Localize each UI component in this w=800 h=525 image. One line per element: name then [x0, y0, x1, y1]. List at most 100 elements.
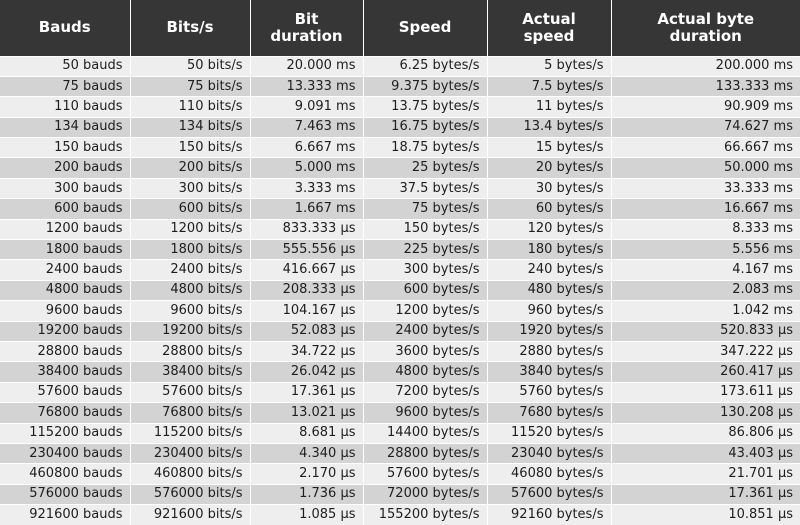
cell-bauds: 115200 bauds — [0, 422, 131, 444]
table-row: 150 bauds 150 bits/s 6.667 ms 18.75 bytes/s… — [0, 137, 800, 158]
cell-actual-speed: 11520 bytes/s — [487, 422, 612, 444]
cell-bits-per-second: 300 bits/s — [130, 177, 251, 199]
cell-actual-byte-duration: 86.806 µs — [611, 422, 800, 444]
cell-bauds: 230400 bauds — [0, 442, 131, 464]
cell-speed: 57600 bytes/s — [363, 463, 488, 485]
cell-bauds: 2400 bauds — [0, 259, 131, 281]
table-body: 50 bauds 50 bits/s 20.000 ms 6.25 bytes/s 5 … — [0, 55, 800, 525]
cell-actual-byte-duration: 1.042 ms — [611, 300, 800, 322]
cell-bit-duration: 13.333 ms — [250, 75, 364, 97]
cell-bits-per-second: 50 bits/s — [130, 55, 251, 77]
cell-bits-per-second: 921600 bits/s — [130, 504, 251, 525]
cell-speed: 75 bytes/s — [363, 198, 488, 220]
cell-actual-speed: 180 bytes/s — [487, 239, 612, 260]
cell-bits-per-second: 115200 bits/s — [130, 422, 251, 444]
cell-bit-duration: 2.170 µs — [250, 463, 364, 485]
cell-actual-byte-duration: 33.333 ms — [611, 177, 800, 199]
cell-speed: 225 bytes/s — [363, 239, 488, 260]
table-row: 1800 bauds 1800 bits/s 555.556 µs 225 bytes… — [0, 239, 800, 260]
cell-bauds: 200 bauds — [0, 157, 131, 179]
cell-bit-duration: 9.091 ms — [250, 96, 364, 118]
header-row: Bauds Bits/s Bit duration Speed Actual s… — [0, 0, 800, 56]
table-header: Bauds Bits/s Bit duration Speed Actual s… — [0, 0, 800, 56]
cell-bit-duration: 555.556 µs — [250, 239, 364, 260]
table-row: 57600 bauds 57600 bits/s 17.361 µs 7200 byt… — [0, 381, 800, 403]
header-speed: Speed — [363, 0, 488, 56]
cell-bauds: 600 bauds — [0, 198, 131, 220]
cell-speed: 16.75 bytes/s — [363, 116, 488, 138]
header-bits-per-second: Bits/s — [130, 0, 251, 56]
cell-speed: 6.25 bytes/s — [363, 55, 488, 77]
cell-speed: 2400 bytes/s — [363, 320, 488, 342]
cell-actual-byte-duration: 347.222 µs — [611, 340, 800, 362]
cell-actual-speed: 60 bytes/s — [487, 198, 612, 220]
cell-bauds: 576000 bauds — [0, 483, 131, 505]
cell-actual-byte-duration: 17.361 µs — [611, 483, 800, 505]
cell-bit-duration: 52.083 µs — [250, 320, 364, 342]
table-row: 460800 bauds 460800 bits/s 2.170 µs 57600 b… — [0, 463, 800, 485]
table-row: 110 bauds 110 bits/s 9.091 ms 13.75 bytes/s… — [0, 96, 800, 118]
cell-bit-duration: 7.463 ms — [250, 116, 364, 138]
cell-actual-byte-duration: 21.701 µs — [611, 463, 800, 485]
cell-actual-speed: 3840 bytes/s — [487, 361, 612, 383]
cell-speed: 14400 bytes/s — [363, 422, 488, 444]
table-row: 200 bauds 200 bits/s 5.000 ms 25 bytes/s 20 … — [0, 157, 800, 179]
cell-bit-duration: 13.021 µs — [250, 402, 364, 424]
cell-bit-duration: 34.722 µs — [250, 340, 364, 362]
cell-bits-per-second: 75 bits/s — [130, 75, 251, 97]
cell-bits-per-second: 19200 bits/s — [130, 320, 251, 342]
cell-bit-duration: 26.042 µs — [250, 361, 364, 383]
cell-actual-speed: 480 bytes/s — [487, 279, 612, 301]
cell-bit-duration: 5.000 ms — [250, 157, 364, 179]
cell-bauds: 150 bauds — [0, 137, 131, 158]
cell-actual-speed: 23040 bytes/s — [487, 442, 612, 464]
table-row: 134 bauds 134 bits/s 7.463 ms 16.75 bytes/s… — [0, 116, 800, 138]
cell-bit-duration: 104.167 µs — [250, 300, 364, 322]
cell-actual-speed: 240 bytes/s — [487, 259, 612, 281]
cell-bit-duration: 3.333 ms — [250, 177, 364, 199]
cell-actual-speed: 7680 bytes/s — [487, 402, 612, 424]
cell-speed: 7200 bytes/s — [363, 381, 488, 403]
cell-bauds: 9600 bauds — [0, 300, 131, 322]
table-row: 75 bauds 75 bits/s 13.333 ms 9.375 bytes/s 7… — [0, 75, 800, 97]
cell-bits-per-second: 76800 bits/s — [130, 402, 251, 424]
cell-bit-duration: 8.681 µs — [250, 422, 364, 444]
cell-bauds: 57600 bauds — [0, 381, 131, 403]
table-row: 921600 bauds 921600 bits/s 1.085 µs 155200 … — [0, 504, 800, 525]
cell-bit-duration: 20.000 ms — [250, 55, 364, 77]
cell-bauds: 75 bauds — [0, 75, 131, 97]
cell-actual-byte-duration: 66.667 ms — [611, 137, 800, 158]
cell-actual-byte-duration: 90.909 ms — [611, 96, 800, 118]
cell-actual-speed: 13.4 bytes/s — [487, 116, 612, 138]
cell-speed: 18.75 bytes/s — [363, 137, 488, 158]
cell-actual-byte-duration: 16.667 ms — [611, 198, 800, 220]
cell-actual-byte-duration: 520.833 µs — [611, 320, 800, 342]
cell-bits-per-second: 9600 bits/s — [130, 300, 251, 322]
header-actual-byte-duration: Actual byte duration — [611, 0, 800, 56]
table-row: 600 bauds 600 bits/s 1.667 ms 75 bytes/s 60 … — [0, 198, 800, 220]
cell-bauds: 460800 bauds — [0, 463, 131, 485]
cell-actual-byte-duration: 50.000 ms — [611, 157, 800, 179]
cell-speed: 13.75 bytes/s — [363, 96, 488, 118]
cell-actual-byte-duration: 10.851 µs — [611, 504, 800, 525]
table-row: 115200 bauds 115200 bits/s 8.681 µs 14400 b… — [0, 422, 800, 444]
cell-bits-per-second: 576000 bits/s — [130, 483, 251, 505]
cell-bauds: 4800 bauds — [0, 279, 131, 301]
cell-bit-duration: 1.736 µs — [250, 483, 364, 505]
cell-bit-duration: 4.340 µs — [250, 442, 364, 464]
cell-bits-per-second: 230400 bits/s — [130, 442, 251, 464]
cell-actual-speed: 92160 bytes/s — [487, 504, 612, 525]
cell-speed: 300 bytes/s — [363, 259, 488, 281]
table-row: 576000 bauds 576000 bits/s 1.736 µs 72000 b… — [0, 483, 800, 505]
cell-bauds: 28800 bauds — [0, 340, 131, 362]
cell-bauds: 110 bauds — [0, 96, 131, 118]
cell-actual-speed: 20 bytes/s — [487, 157, 612, 179]
cell-actual-byte-duration: 5.556 ms — [611, 239, 800, 260]
cell-actual-byte-duration: 133.333 ms — [611, 75, 800, 97]
cell-actual-byte-duration: 43.403 µs — [611, 442, 800, 464]
cell-bits-per-second: 134 bits/s — [130, 116, 251, 138]
cell-bits-per-second: 460800 bits/s — [130, 463, 251, 485]
cell-bauds: 38400 bauds — [0, 361, 131, 383]
cell-bit-duration: 1.085 µs — [250, 504, 364, 525]
cell-actual-speed: 46080 bytes/s — [487, 463, 612, 485]
